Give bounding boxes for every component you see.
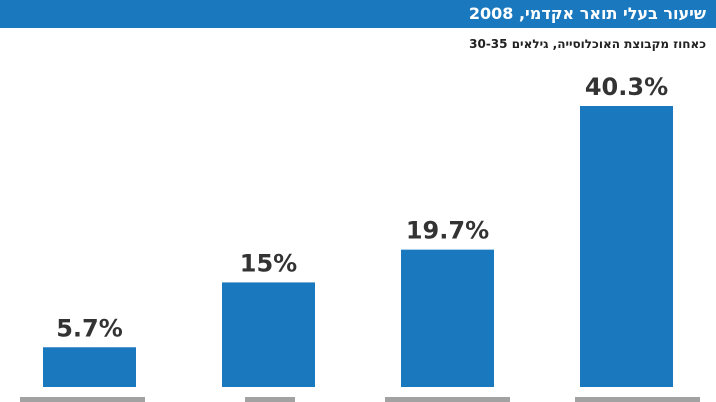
data-label-3: 19.7% — [406, 217, 489, 245]
data-label-2: 15% — [240, 249, 297, 277]
bar-1 — [43, 347, 136, 387]
chart-title: שיעור בעלי תואר אקדמי, 2008 — [468, 4, 706, 23]
category-label-cropped-2 — [245, 397, 295, 402]
title-bar — [0, 0, 716, 28]
category-label-cropped-3 — [385, 397, 510, 402]
bar-4 — [580, 106, 673, 387]
chart-subtitle: כאחוז מקבוצת האוכלוסייה, גילאים 30-35 — [469, 37, 706, 51]
data-label-1: 5.7% — [56, 314, 123, 342]
category-label-cropped-1 — [20, 397, 145, 402]
data-label-4: 40.3% — [585, 73, 668, 101]
bar-2 — [222, 282, 315, 387]
bar-3 — [401, 249, 494, 387]
category-label-cropped-4 — [575, 397, 700, 402]
